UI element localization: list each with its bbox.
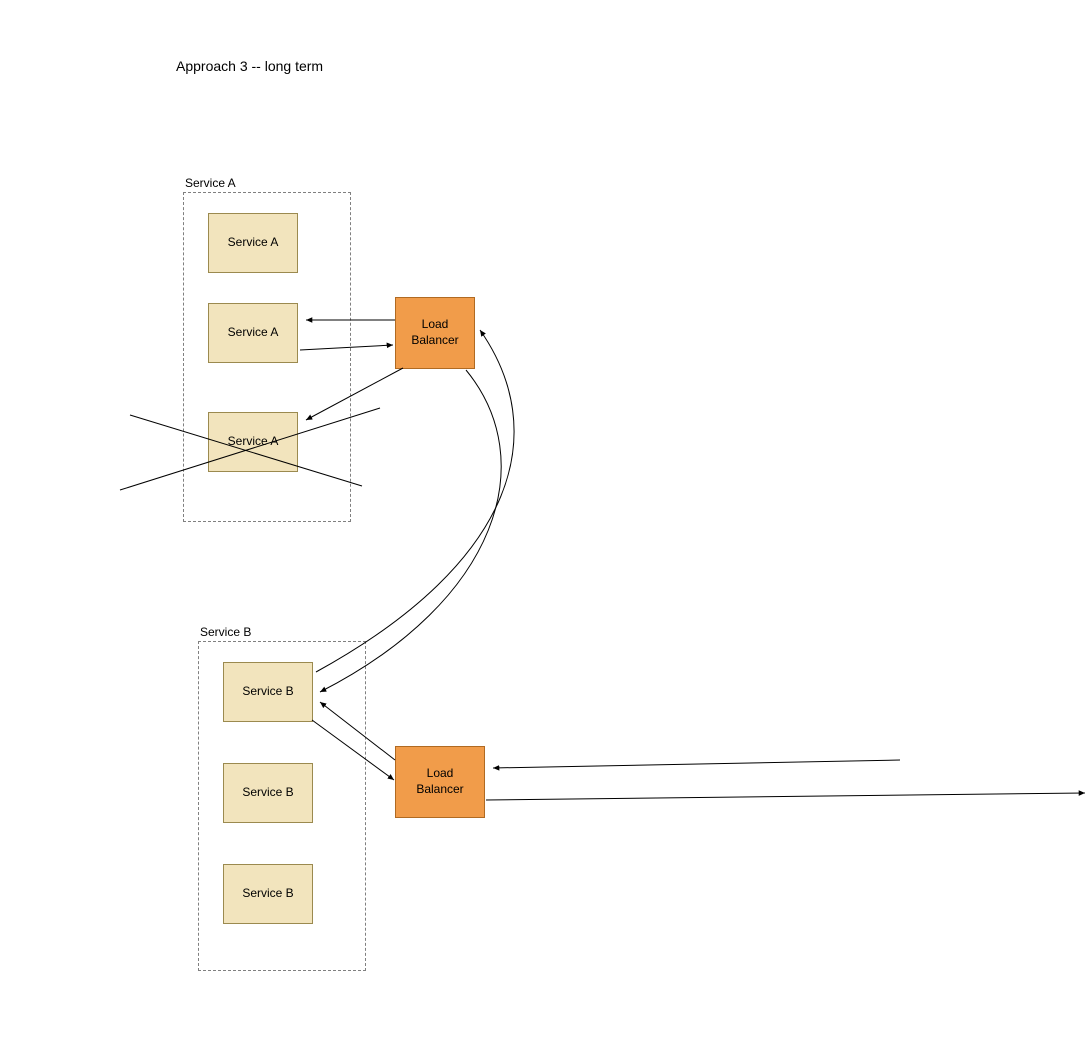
service-a-node-3: Service A xyxy=(208,412,298,472)
service-a-node-1: Service A xyxy=(208,213,298,273)
service-a-node-2: Service A xyxy=(208,303,298,363)
group-a-label: Service A xyxy=(185,176,236,190)
load-balancer-a: Load Balancer xyxy=(395,297,475,369)
load-balancer-b: Load Balancer xyxy=(395,746,485,818)
service-b-node-2: Service B xyxy=(223,763,313,823)
group-b-label: Service B xyxy=(200,625,251,639)
diagram-canvas: Approach 3 -- long term Service A Servic… xyxy=(0,0,1092,1042)
service-b-node-1: Service B xyxy=(223,662,313,722)
edge-e_lbB_ext xyxy=(486,793,1085,800)
diagram-title: Approach 3 -- long term xyxy=(176,58,323,74)
edge-e_ext_lbB xyxy=(493,760,900,768)
service-b-node-3: Service B xyxy=(223,864,313,924)
edges-layer xyxy=(0,0,1092,1042)
